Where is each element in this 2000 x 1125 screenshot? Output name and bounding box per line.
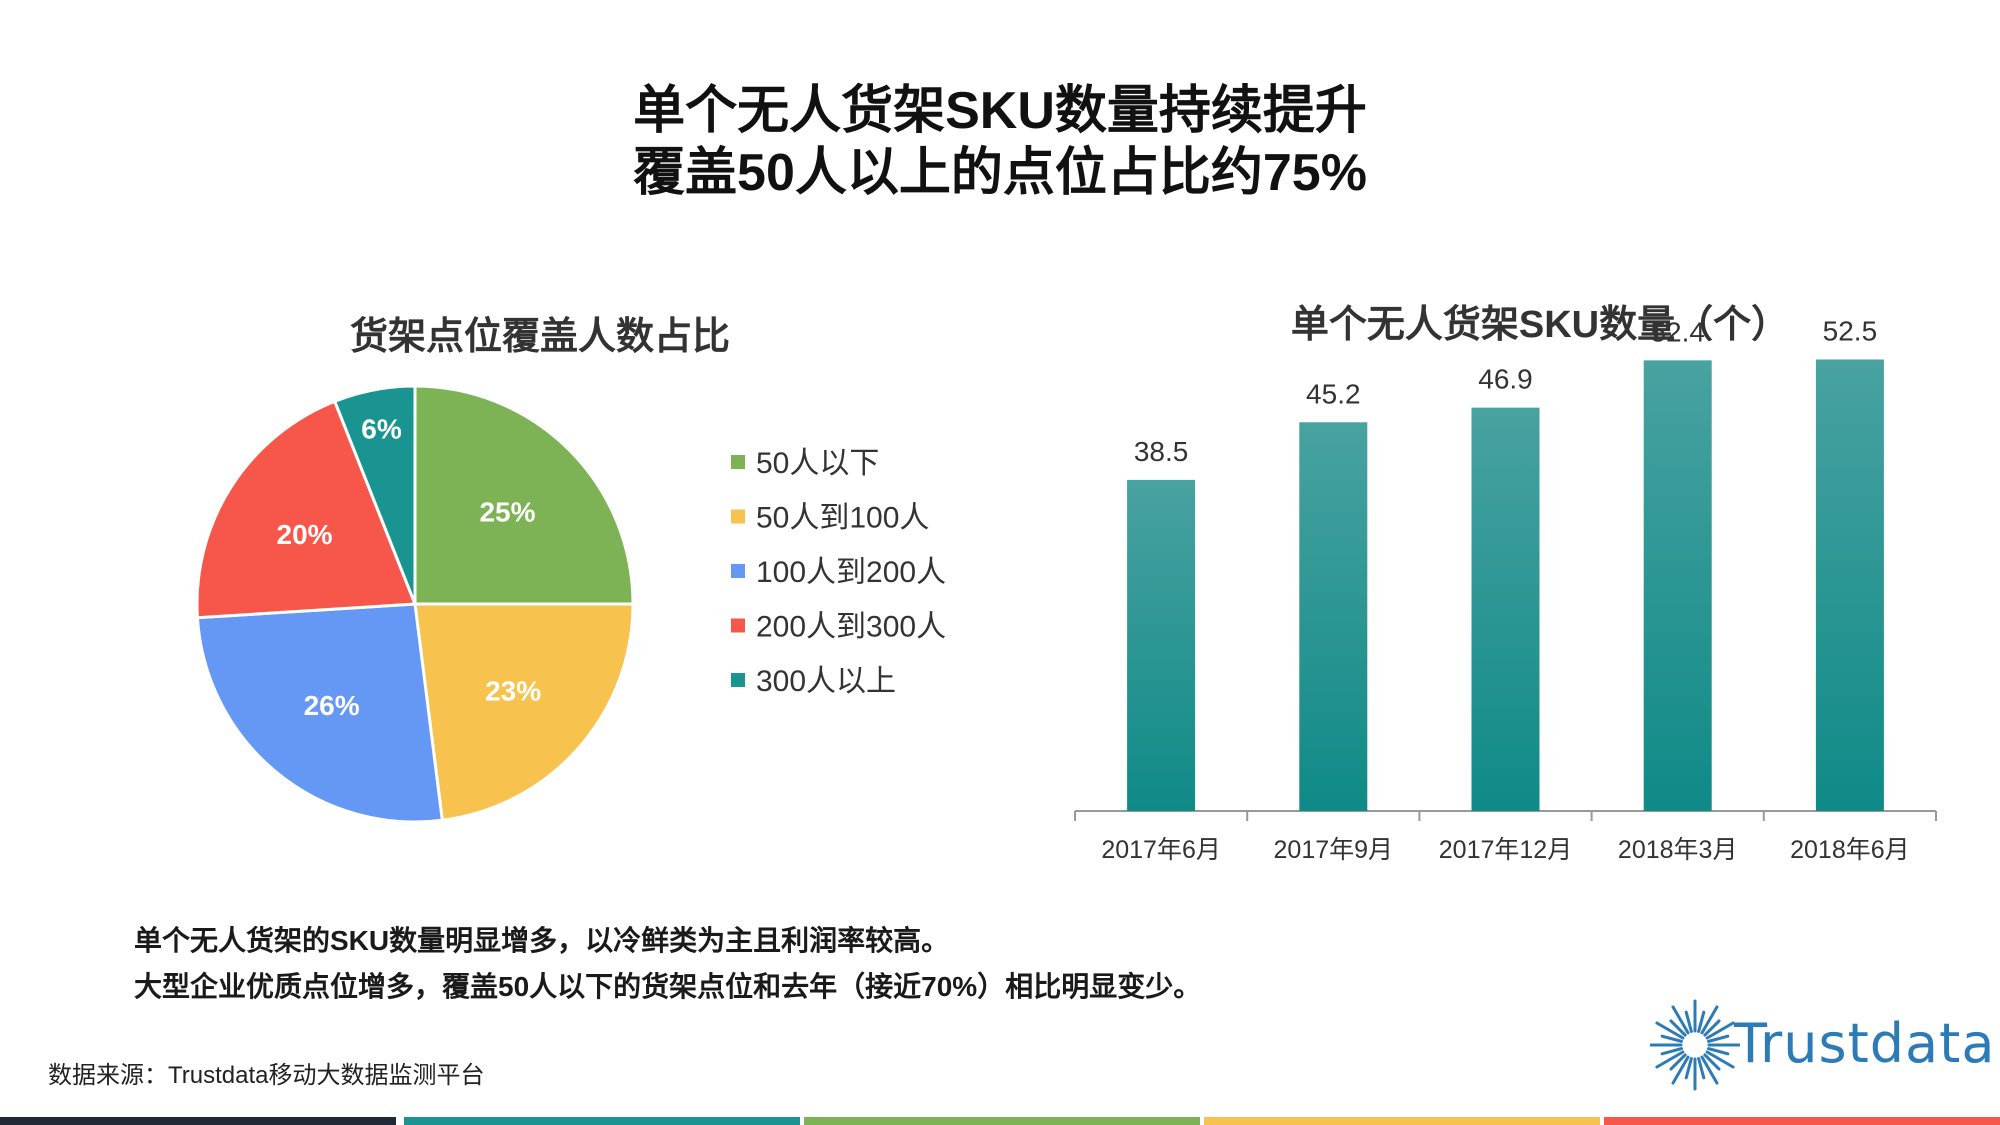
pie-slice-5: [332, 384, 417, 605]
bar-1: [1127, 479, 1196, 811]
data-source: 数据来源：Trustdata移动大数据监测平台: [48, 1062, 485, 1089]
footer-bar-3: [804, 1117, 1200, 1125]
legend-swatch: [731, 618, 745, 633]
note-line-1: 单个无人货架的SKU数量明显增多，以冷鲜类为主且利润率较高。: [134, 925, 950, 956]
bar-chart-title: 单个无人货架SKU数量（个）: [1290, 304, 1790, 346]
legend-swatch: [731, 673, 745, 687]
legend-swatch: [731, 455, 745, 469]
footer-bar-5: [1604, 1117, 2000, 1125]
pie-value-label: 20%: [277, 519, 333, 550]
bar-value-label: 52.5: [1823, 316, 1878, 347]
main-title-line2: 覆盖50人以上的点位占比约75%: [633, 144, 1367, 202]
bar-value-label: 38.5: [1134, 436, 1189, 467]
footer-bar-4: [1204, 1117, 1600, 1125]
x-tick-label: 2017年6月: [1101, 836, 1221, 864]
logo-text: Trustdata: [1734, 1012, 1996, 1075]
x-tick-label: 2018年3月: [1618, 836, 1738, 864]
x-tick-label: 2017年9月: [1274, 836, 1394, 864]
footer-bar-2: [404, 1117, 800, 1125]
pie-value-label: 6%: [361, 413, 402, 444]
footer-bar-1: [0, 1117, 396, 1125]
pie-value-label: 23%: [485, 675, 541, 706]
legend-label: 50人到100人: [756, 502, 929, 535]
legend-label: 100人到200人: [756, 556, 946, 589]
trustdata-logo: Trustdata: [1650, 990, 1994, 1100]
pie-slice-1: [413, 384, 635, 606]
note-line-2: 大型企业优质点位增多，覆盖50人以下的货架点位和去年（接近70%）相比明显变少。: [134, 971, 1202, 1002]
pie-chart-title: 货架点位覆盖人数占比: [349, 316, 730, 358]
legend-label: 300人以上: [756, 665, 896, 698]
legend-label: 50人以下: [756, 447, 879, 480]
main-title: 单个无人货架SKU数量持续提升 覆盖50人以上的点位占比约75%: [0, 80, 2000, 204]
bar-chart: 38.5 2017年6月 45.2 2017年9月 46.9 2017年12月 52.4 20…: [1074, 316, 1937, 864]
x-tick-label: 2018年6月: [1790, 836, 1910, 864]
legend-swatch: [731, 564, 745, 578]
pie-legend: 50人以下 50人到100人 100人到200人 200人到300人 300人以上: [731, 447, 946, 698]
bar-5: [1815, 359, 1884, 811]
legend-swatch: [731, 509, 745, 524]
notes: 单个无人货架的SKU数量明显增多，以冷鲜类为主且利润率较高。 大型企业优质点位增…: [134, 918, 1201, 1010]
bar-value-label: 52.4: [1650, 316, 1705, 347]
pie-chart: 25% 23% 26% 20% 6%: [195, 384, 635, 824]
x-tick-label: 2017年12月: [1439, 836, 1572, 864]
bar-4: [1643, 360, 1712, 811]
pie-slice-2: [413, 602, 635, 822]
bar-value-label: 45.2: [1306, 378, 1361, 409]
pie-value-label: 25%: [479, 497, 535, 528]
bar-2: [1299, 422, 1368, 811]
bar-value-label: 46.9: [1478, 364, 1533, 395]
pie-slice-4: [195, 399, 418, 620]
bar-3: [1471, 407, 1540, 811]
legend-label: 200人到300人: [756, 611, 946, 644]
sunburst-icon: [1650, 999, 1740, 1091]
pie-value-label: 26%: [304, 690, 360, 721]
main-title-line1: 单个无人货架SKU数量持续提升: [633, 82, 1367, 140]
pie-slice-3: [195, 602, 444, 824]
